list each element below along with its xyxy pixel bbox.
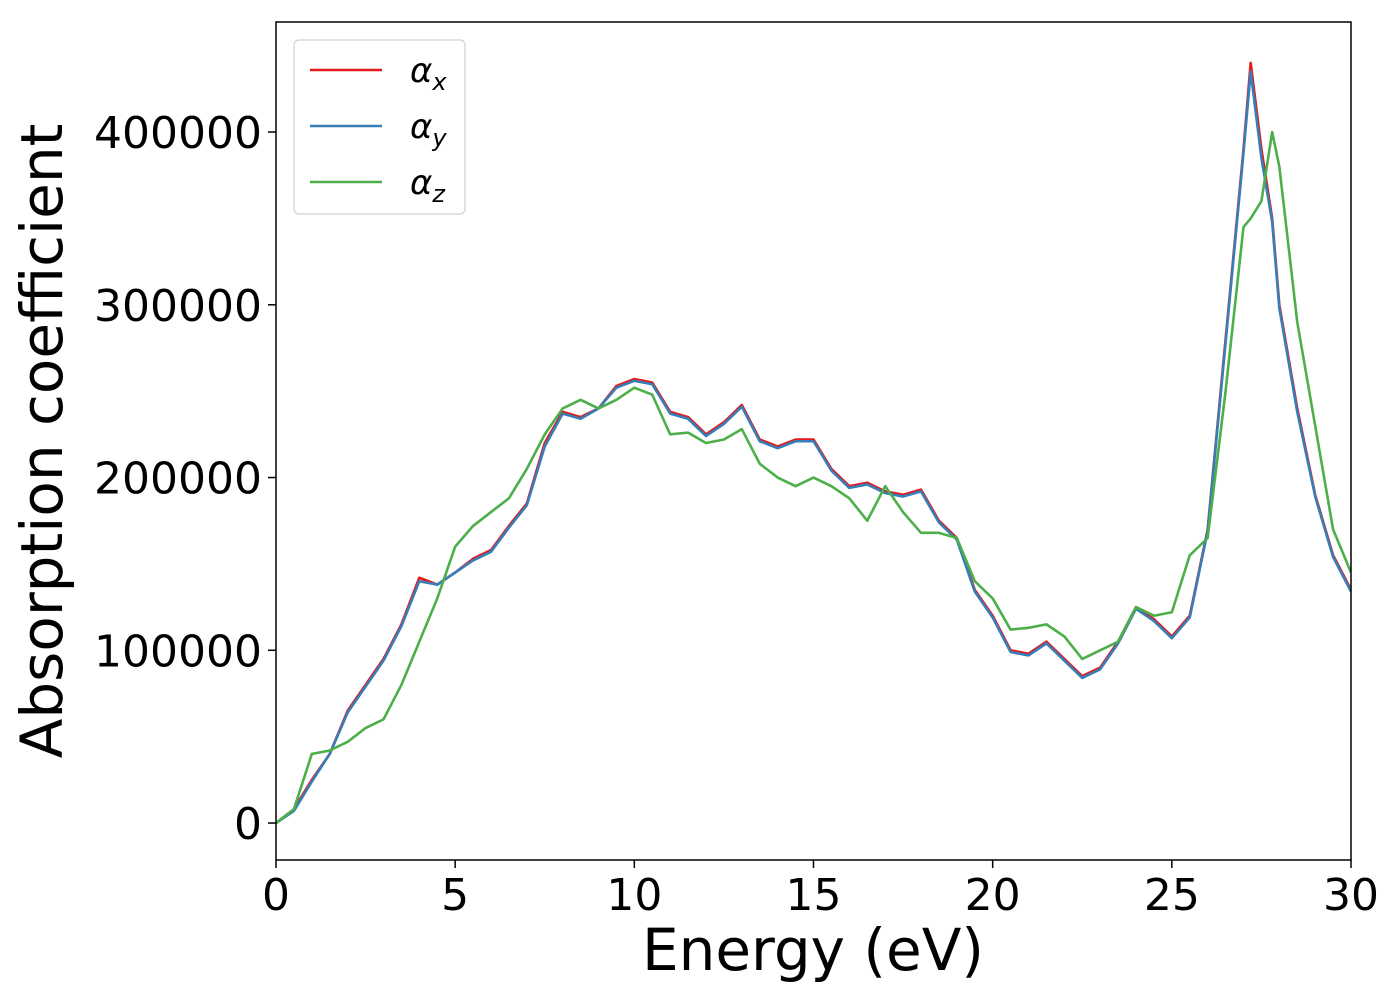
y-tick-label: 100000 (94, 626, 262, 677)
x-tick-label: 20 (965, 870, 1021, 921)
x-tick-label: 10 (606, 870, 662, 921)
series-line (276, 130, 1351, 825)
x-tick-label: 15 (786, 870, 842, 921)
y-tick-label: 400000 (94, 108, 262, 159)
x-axis-label: Energy (eV) (642, 916, 984, 984)
legend: αx αy αz (293, 39, 466, 215)
series-line (276, 70, 1351, 825)
plot-lines (276, 61, 1351, 825)
legend-label: αx (410, 51, 447, 96)
legend-label: αz (410, 163, 446, 208)
legend-label: αy (410, 107, 447, 152)
y-axis-label: Absorption coefficient (8, 124, 76, 759)
y-tick-label: 300000 (94, 281, 262, 332)
x-tick-label: 0 (262, 870, 290, 921)
plot-frame (275, 21, 1352, 861)
y-tick-label: 200000 (94, 454, 262, 505)
x-tick-label: 5 (441, 870, 469, 921)
x-tick-label: 30 (1323, 870, 1379, 921)
x-tick-label: 25 (1144, 870, 1200, 921)
y-tick-label: 0 (234, 799, 262, 850)
